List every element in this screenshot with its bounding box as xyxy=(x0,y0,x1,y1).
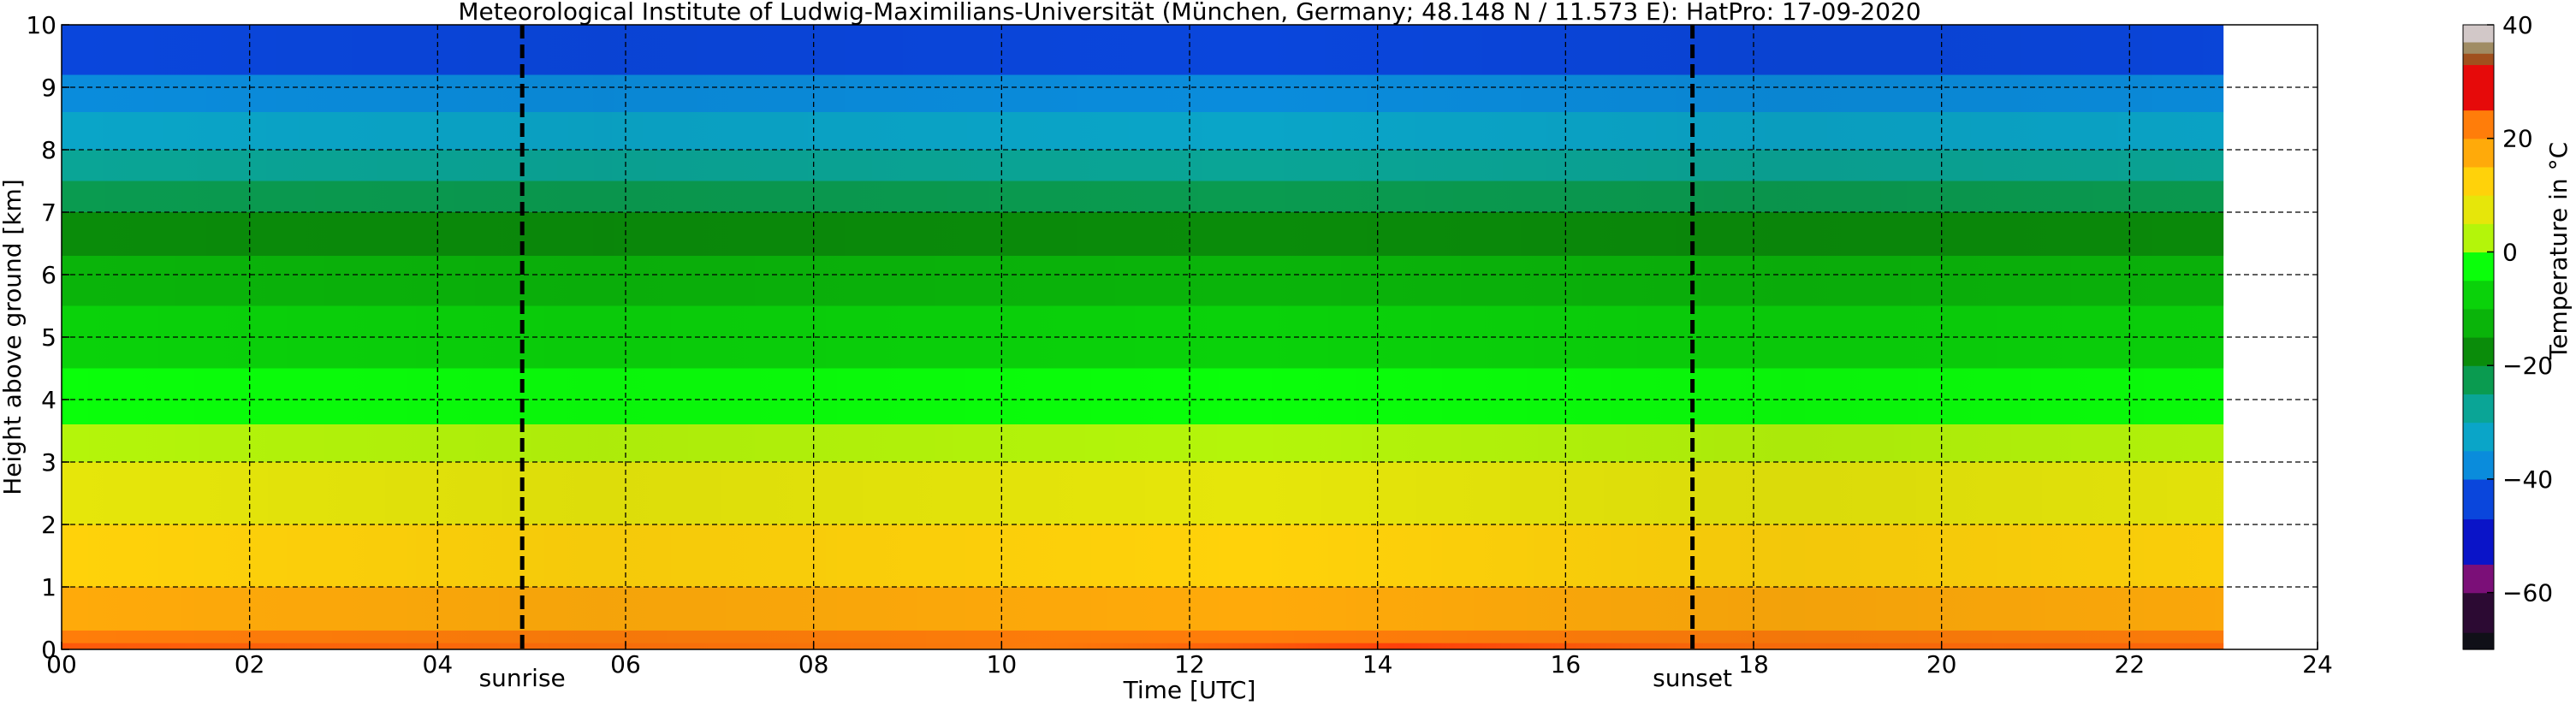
x-tick-label: 14 xyxy=(1362,650,1393,678)
colorbar-segment xyxy=(2463,53,2494,66)
surface-layer xyxy=(62,643,2224,649)
x-tick-label: 24 xyxy=(2302,650,2333,678)
colorbar-segment xyxy=(2463,25,2494,43)
colorbar-tick-label: 40 xyxy=(2502,11,2533,39)
colorbar-segment xyxy=(2463,592,2494,633)
x-tick-label: 06 xyxy=(610,650,641,678)
colorbar-segment xyxy=(2463,223,2494,253)
colorbar-segment xyxy=(2463,252,2494,281)
colorbar-segment xyxy=(2463,280,2494,310)
y-axis-label: Height above ground [km] xyxy=(0,179,27,495)
sun-markers: sunrise sunset xyxy=(479,25,1732,692)
colorbar-segment xyxy=(2463,564,2494,594)
colorbar-tick-label: 20 xyxy=(2502,125,2533,153)
colorbar: 40 20 0 −20 −40 −60 xyxy=(2462,11,2553,650)
colorbar-segment xyxy=(2463,110,2494,139)
colorbar-segment xyxy=(2463,632,2494,650)
x-tick-label: 20 xyxy=(1926,650,1957,678)
chart-title: Meteorological Institute of Ludwig-Maxim… xyxy=(458,0,1920,26)
y-tick-label: 9 xyxy=(41,74,56,102)
y-tick-label: 0 xyxy=(41,636,56,664)
x-tick-label: 16 xyxy=(1551,650,1582,678)
x-axis-label: Time [UTC] xyxy=(1123,676,1256,704)
colorbar-segment xyxy=(2463,518,2494,566)
x-tick-label: 18 xyxy=(1738,650,1769,678)
colorbar-segment xyxy=(2463,64,2494,111)
colorbar-label: Temperature in °C xyxy=(2544,142,2573,360)
colorbar-frame xyxy=(2462,24,2495,650)
y-tick-label: 5 xyxy=(41,323,56,352)
colorbar-segment xyxy=(2463,394,2494,424)
y-tick-label: 1 xyxy=(41,573,56,601)
y-tick-label: 2 xyxy=(41,511,56,539)
x-tick-label: 02 xyxy=(234,650,265,678)
colorbar-segment xyxy=(2463,337,2494,366)
y-tick-label: 10 xyxy=(26,11,56,39)
colorbar-segment xyxy=(2463,365,2494,394)
x-tick-label: 12 xyxy=(1174,650,1205,678)
x-tick-label: 22 xyxy=(2115,650,2146,678)
y-tick-label: 8 xyxy=(41,136,56,164)
y-tick-label: 6 xyxy=(41,261,56,289)
y-tick-label: 7 xyxy=(41,198,56,227)
colorbar-tick-label: −60 xyxy=(2502,579,2553,607)
x-tick-label: 04 xyxy=(423,650,454,678)
x-axis-ticks: 00 02 04 06 08 10 12 14 16 18 20 22 24 xyxy=(46,642,2333,678)
colorbar-segment xyxy=(2463,166,2494,196)
x-tick-label: 08 xyxy=(798,650,829,678)
grid-lines xyxy=(62,25,2318,649)
colorbar-segment xyxy=(2463,450,2494,480)
colorbar-tick-label: 0 xyxy=(2502,238,2518,266)
x-tick-label: 00 xyxy=(46,650,77,678)
y-axis-ticks: 0 1 2 3 4 5 6 7 8 9 10 xyxy=(26,11,69,664)
colorbar-segment xyxy=(2463,195,2494,224)
y-tick-label: 4 xyxy=(41,386,56,414)
sunrise-label: sunrise xyxy=(479,664,566,692)
colorbar-segment xyxy=(2463,422,2494,452)
colorbar-segment xyxy=(2463,478,2494,519)
colorbar-segment xyxy=(2463,138,2494,168)
x-tick-label: 10 xyxy=(987,650,1018,678)
sunset-label: sunset xyxy=(1653,664,1732,692)
colorbar-segment xyxy=(2463,308,2494,338)
colorbar-segment xyxy=(2463,41,2494,54)
colorbar-tick-label: −20 xyxy=(2502,352,2553,380)
colorbar-tick-label: −40 xyxy=(2502,465,2553,494)
y-tick-label: 3 xyxy=(41,448,56,477)
